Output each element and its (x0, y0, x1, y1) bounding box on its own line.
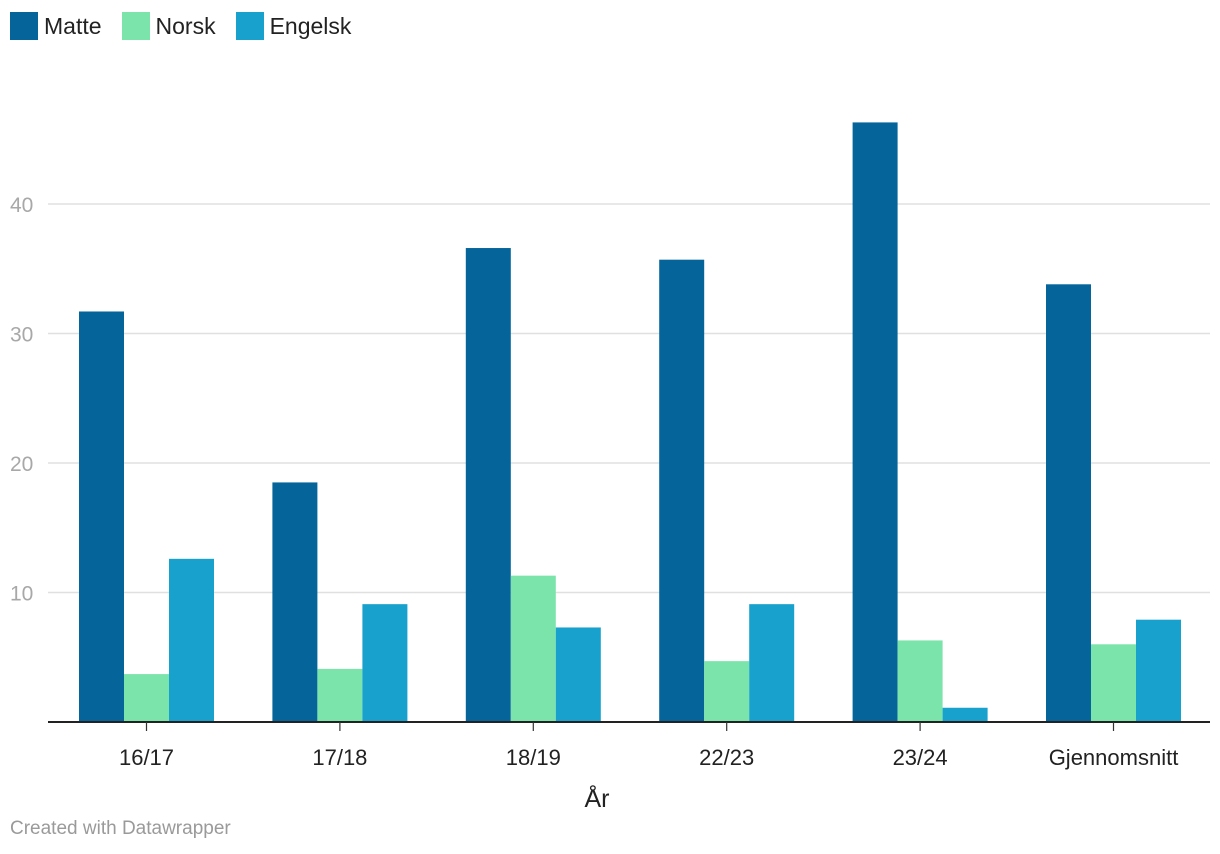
bars (79, 122, 1181, 723)
y-tick-label-40: 40 (10, 194, 33, 217)
bar-norsk-2 (510, 575, 556, 722)
bar-engelsk-1 (362, 604, 408, 722)
bar-engelsk-3 (749, 604, 795, 722)
bar-matte-4 (852, 122, 898, 723)
legend-swatch-matte (10, 12, 38, 40)
x-tick-label-1: 17/18 (312, 745, 367, 770)
bar-engelsk-0 (169, 558, 214, 722)
x-tick-label-2: 18/19 (506, 745, 561, 770)
gridlines (48, 203, 1210, 594)
legend-label-engelsk: Engelsk (269, 12, 352, 39)
legend-item-engelsk: Engelsk (235, 12, 352, 40)
legend-label-matte: Matte (44, 12, 102, 39)
x-tick-label-0: 16/17 (119, 745, 174, 770)
legend: Matte Norsk Engelsk (10, 12, 351, 40)
x-tick-label-4: 23/24 (893, 745, 948, 770)
y-tick-label-20: 20 (10, 453, 33, 476)
x-tick-label-5: Gjennomsnitt (1049, 745, 1179, 770)
bar-norsk-4 (897, 640, 943, 722)
bar-matte-1 (272, 482, 318, 722)
bar-matte-5 (1046, 284, 1091, 722)
x-axis-ticks: 16/17 17/18 18/19 22/23 23/24 Gjennomsnitt (119, 722, 1178, 770)
credit-text: Created with Datawrapper (10, 818, 231, 839)
x-axis-title: År (585, 783, 610, 813)
bar-matte-2 (465, 248, 511, 722)
legend-item-matte: Matte (10, 12, 102, 40)
y-tick-label-30: 30 (10, 324, 33, 347)
bar-matte-3 (659, 259, 705, 722)
x-tick-label-3: 22/23 (699, 745, 754, 770)
bar-norsk-3 (704, 661, 750, 722)
legend-swatch-norsk (121, 12, 150, 40)
y-tick-label-10: 10 (10, 583, 33, 606)
bar-engelsk-5 (1136, 619, 1181, 722)
legend-label-norsk: Norsk (155, 12, 216, 39)
bar-norsk-5 (1091, 644, 1136, 722)
bar-engelsk-4 (942, 707, 988, 722)
bar-norsk-1 (317, 668, 363, 722)
legend-swatch-engelsk (235, 12, 264, 40)
y-axis-ticks: 10 20 30 40 (10, 194, 33, 606)
bar-matte-0 (79, 311, 124, 722)
legend-item-norsk: Norsk (121, 12, 216, 40)
bar-engelsk-2 (555, 627, 601, 722)
bar-norsk-0 (124, 674, 169, 722)
